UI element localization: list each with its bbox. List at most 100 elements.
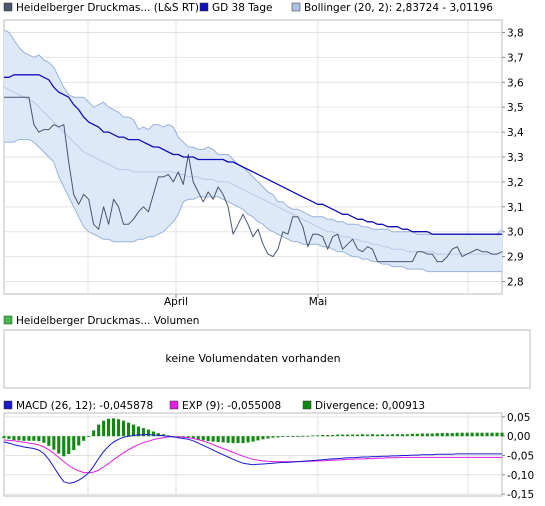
divergence-bar <box>261 436 265 440</box>
divergence-bar <box>131 424 135 437</box>
divergence-bar <box>122 420 126 437</box>
divergence-bar <box>2 436 6 439</box>
divergence-bar <box>57 436 61 454</box>
divergence-bar <box>92 430 96 437</box>
volume-legend-label: Heidelberger Druckmas... Volumen <box>16 315 199 327</box>
divergence-bar <box>211 436 215 442</box>
divergence-bar <box>311 435 315 437</box>
price-grid <box>4 20 502 294</box>
divergence-bar <box>301 435 305 437</box>
sma-legend-label: GD 38 Tage <box>212 2 273 14</box>
divergence-bar <box>42 436 46 443</box>
price-y-tick-label: 2,8 <box>507 277 524 289</box>
divergence-bar <box>161 434 165 437</box>
divergence-bar <box>465 432 469 437</box>
divergence-bar <box>286 436 290 437</box>
divergence-bar <box>127 422 131 437</box>
divergence-bar <box>495 432 499 437</box>
divergence-bar <box>455 432 459 437</box>
divergence-legend-label: Divergence: 0,00913 <box>315 400 425 412</box>
price-legend: Heidelberger Druckmas... (L&S RT) GD 38 … <box>3 2 493 14</box>
divergence-bar <box>276 436 280 438</box>
divergence-bar <box>231 436 235 444</box>
divergence-bar <box>356 434 360 437</box>
divergence-bar <box>385 434 389 437</box>
divergence-bar <box>151 431 155 437</box>
price-y-tick-label: 3,6 <box>507 77 524 89</box>
sma-line <box>4 74 502 235</box>
macd-panel: 0,05 0,00 -0,05 -0,10 -0,15 <box>2 412 534 501</box>
price-plot <box>3 29 503 273</box>
divergence-bar <box>306 435 310 437</box>
divergence-bar <box>400 434 404 437</box>
divergence-bar <box>281 436 285 437</box>
divergence-bar <box>47 436 51 446</box>
divergence-bar <box>316 435 320 437</box>
divergence-bar <box>77 436 81 446</box>
x-tick-label: April <box>164 296 188 308</box>
divergence-bar <box>500 432 504 437</box>
divergence-bar <box>141 428 145 437</box>
divergence-bar <box>97 424 101 437</box>
divergence-bar <box>27 436 31 441</box>
divergence-bar <box>67 436 71 454</box>
divergence-bar <box>410 433 414 437</box>
price-y-axis: 3,8 3,7 3,6 3,5 3,4 3,3 3,2 3,1 3,0 2,9 2,8 <box>502 27 524 289</box>
divergence-bar <box>226 436 230 443</box>
divergence-bar <box>266 436 270 439</box>
divergence-bar <box>415 433 419 437</box>
price-y-tick-label: 3,1 <box>507 202 524 214</box>
divergence-bar <box>346 434 350 437</box>
exp-line <box>3 436 502 474</box>
price-y-tick-label: 3,5 <box>507 102 524 114</box>
bollinger-band-area <box>4 30 502 272</box>
divergence-bar <box>331 435 335 437</box>
price-legend-swatch <box>3 2 13 12</box>
price-y-tick-label: 3,4 <box>507 127 524 139</box>
volume-panel: Heidelberger Druckmas... Volumen keine V… <box>3 315 531 389</box>
divergence-bar <box>107 418 111 437</box>
divergence-bar <box>17 436 21 441</box>
divergence-bar <box>405 434 409 437</box>
macd-legend-swatch <box>3 400 13 410</box>
divergence-bar <box>22 436 26 441</box>
divergence-bar <box>366 434 370 437</box>
divergence-bar <box>62 436 66 457</box>
divergence-bar <box>136 426 140 437</box>
exp-legend-swatch <box>169 400 179 410</box>
divergence-bar <box>326 435 330 437</box>
divergence-bar <box>425 433 429 437</box>
divergence-bar <box>156 433 160 437</box>
divergence-bar <box>440 433 444 437</box>
divergence-bar <box>420 433 424 437</box>
divergence-bar <box>460 432 464 437</box>
price-x-axis: April Mai <box>164 294 327 308</box>
divergence-bar <box>291 436 295 437</box>
price-y-tick-label: 3,2 <box>507 177 524 189</box>
macd-y-tick-label: -0,05 <box>507 450 534 462</box>
divergence-bar <box>216 436 220 442</box>
macd-line <box>3 434 502 484</box>
divergence-bar <box>485 432 489 437</box>
macd-y-tick-label: 0,05 <box>507 412 530 424</box>
divergence-bar <box>7 436 11 439</box>
macd-legend: MACD (26, 12): -0,045878 EXP (9): -0,055… <box>3 400 425 412</box>
divergence-bar <box>435 433 439 437</box>
divergence-bar <box>37 436 41 442</box>
divergence-bar <box>196 436 200 440</box>
divergence-bar <box>117 419 121 437</box>
divergence-bar <box>82 436 86 441</box>
divergence-bar <box>256 436 260 441</box>
macd-legend-label: MACD (26, 12): -0,045878 <box>16 400 153 412</box>
price-y-tick-label: 3,8 <box>507 27 524 39</box>
divergence-bar <box>201 436 205 441</box>
macd-y-axis: 0,05 0,00 -0,05 -0,10 -0,15 <box>502 412 534 501</box>
divergence-bar <box>470 432 474 437</box>
bollinger-legend-swatch <box>291 2 301 12</box>
divergence-bar <box>361 434 365 437</box>
macd-y-tick-label: 0,00 <box>507 431 530 443</box>
divergence-bar <box>191 436 195 439</box>
divergence-bar <box>246 436 250 443</box>
